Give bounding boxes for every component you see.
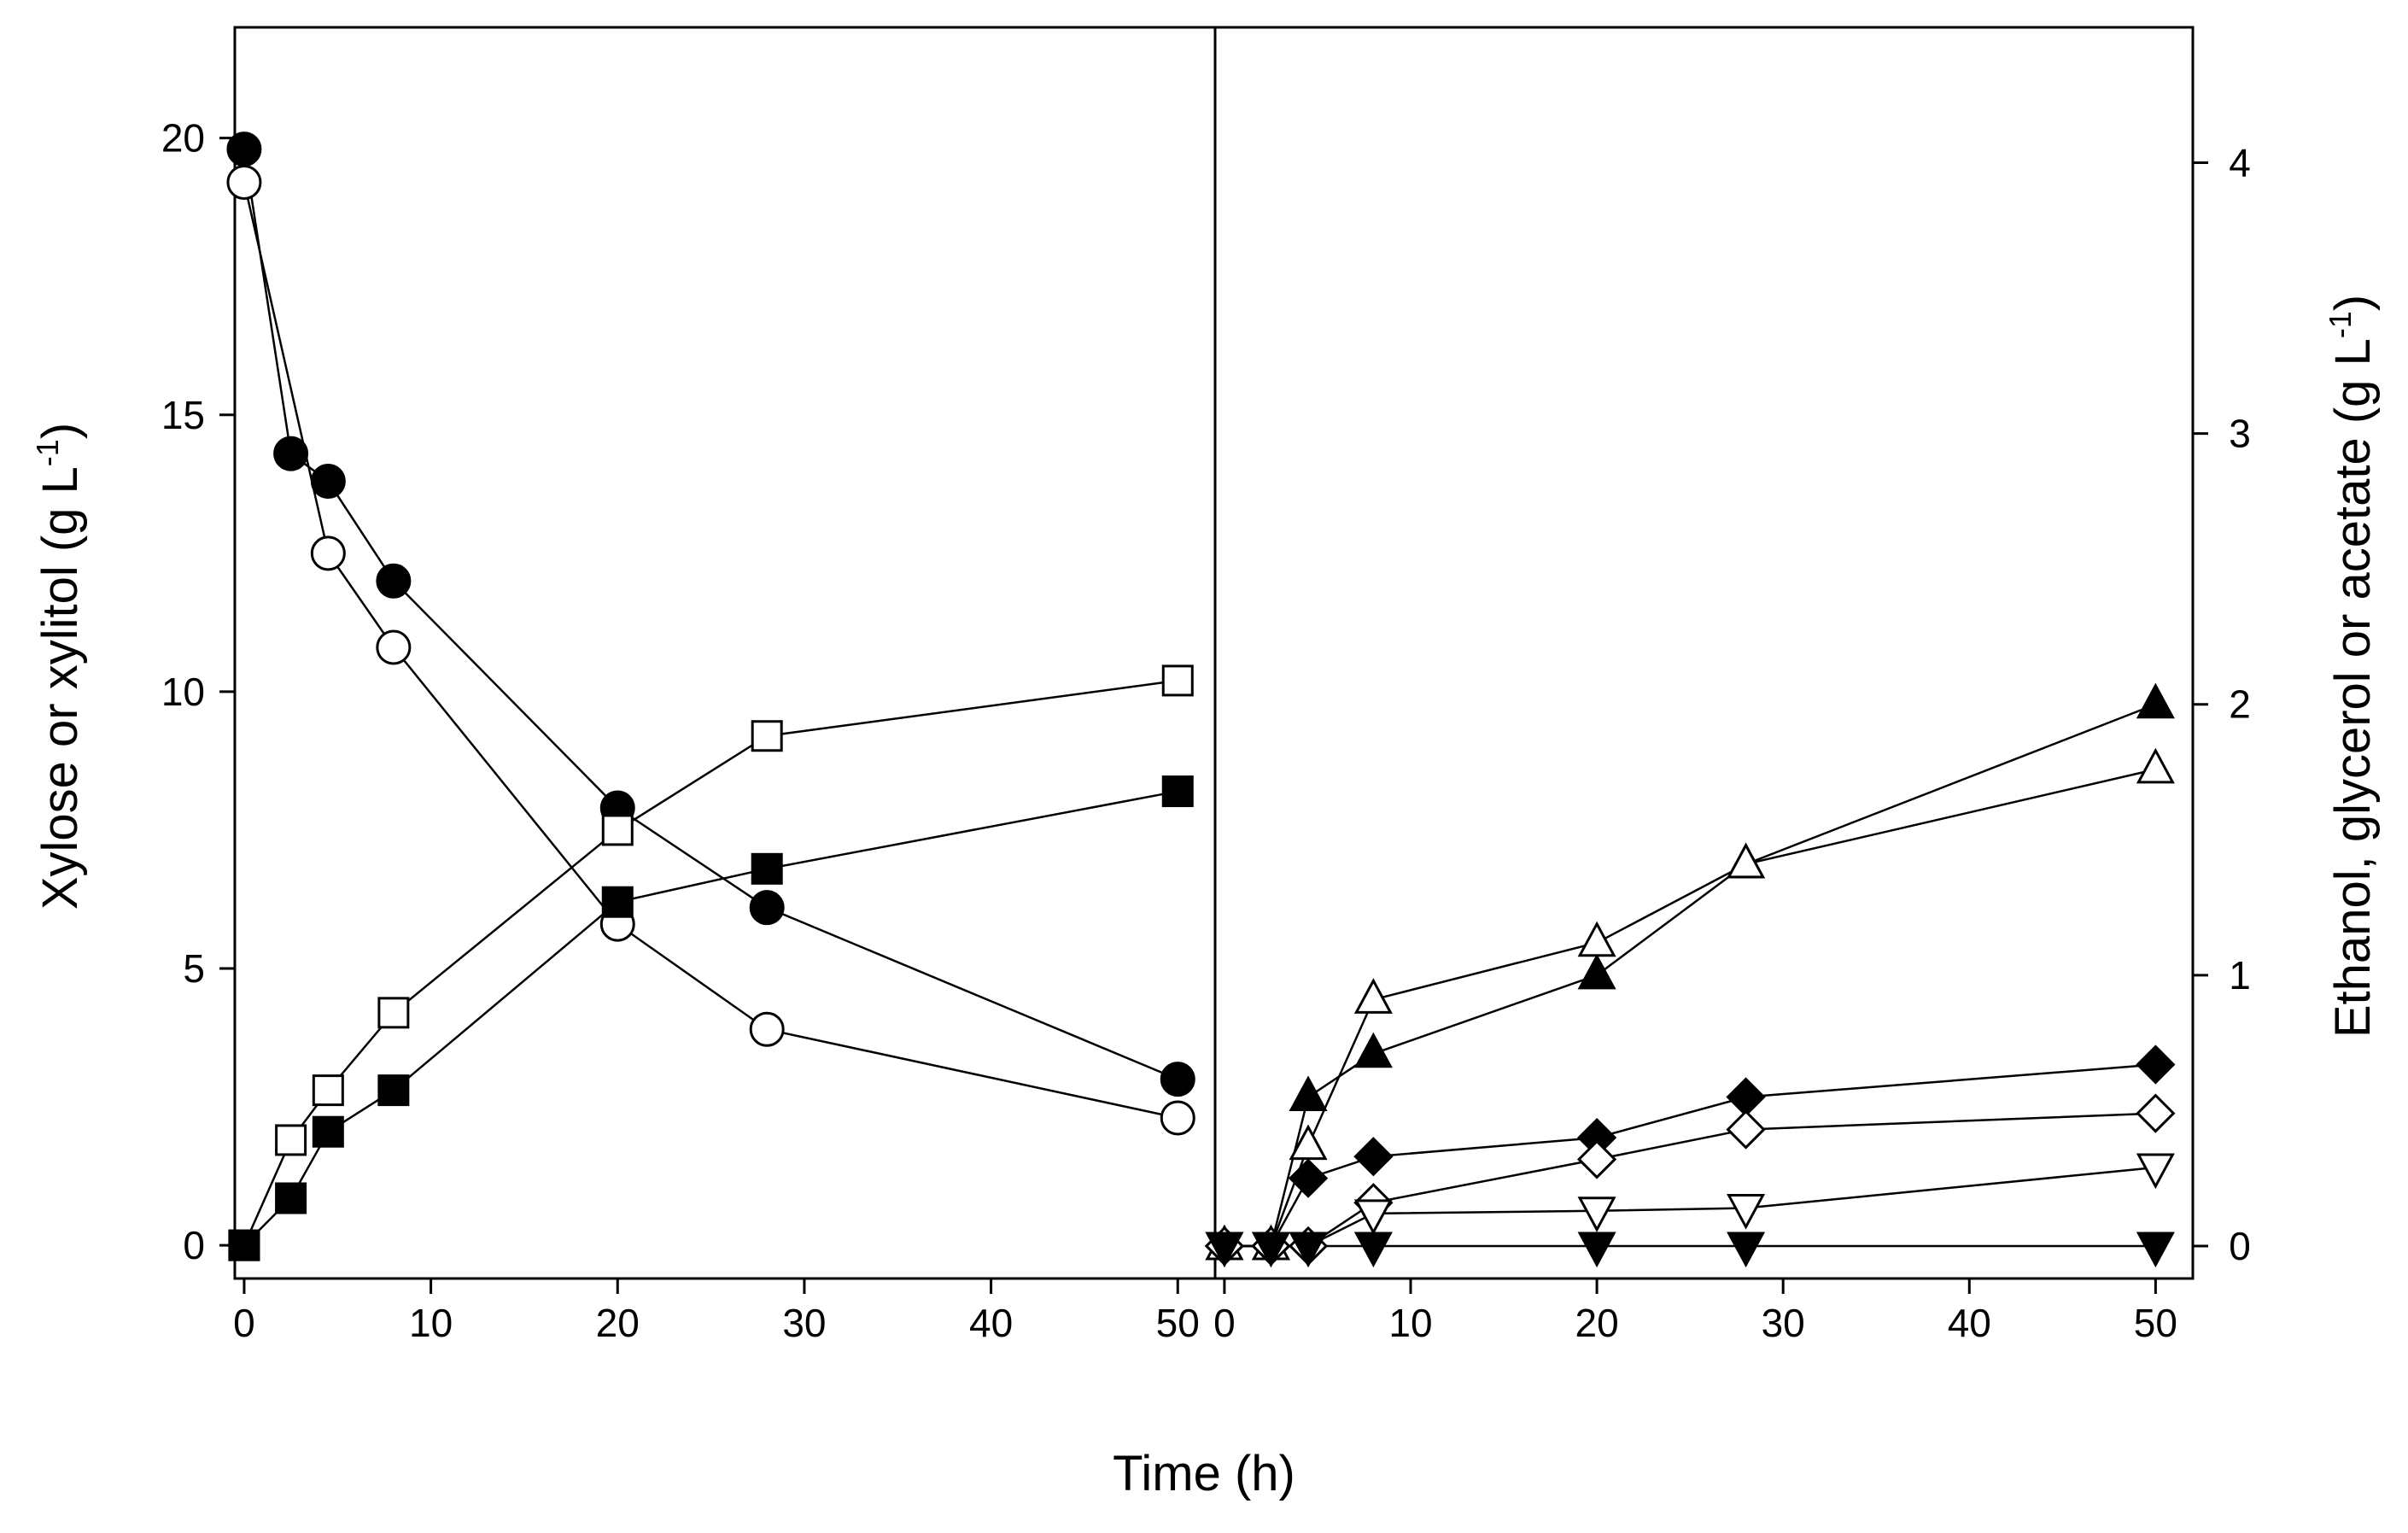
x-tick-label-left: 20 xyxy=(596,1301,640,1345)
x-tick-label-right: 20 xyxy=(1575,1301,1619,1345)
acetate-filled-triangle-down-point xyxy=(1353,1232,1393,1268)
ethanol-open-triangle-point xyxy=(1353,978,1393,1014)
xylitol-filled-square-point xyxy=(275,1182,307,1214)
y-tick-label-right: 3 xyxy=(2229,412,2251,456)
xylose-filled-circle-point xyxy=(226,132,262,167)
x-tick-label-right: 0 xyxy=(1213,1301,1236,1345)
y-tick-label-right: 0 xyxy=(2229,1224,2251,1268)
y-tick-label-right: 4 xyxy=(2229,141,2251,185)
ethanol-filled-triangle-point xyxy=(1353,1032,1393,1068)
xylose-open-circle-point xyxy=(376,629,412,665)
acetate-filled-triangle-down-point xyxy=(1727,1232,1766,1268)
ethanol-filled-triangle-point xyxy=(2136,682,2175,719)
xylose-filled-circle-point xyxy=(310,464,346,500)
glycerol-filled-diamond-point xyxy=(1353,1137,1394,1177)
glycerol-open-diamond-point xyxy=(2136,1093,2176,1133)
xylitol-filled-square-point xyxy=(312,1115,344,1148)
x-tick-label-left: 0 xyxy=(233,1301,255,1345)
xylose-open-circle-point xyxy=(310,535,346,571)
xylitol-filled-square-point xyxy=(228,1229,260,1261)
xylitol-open-square-line xyxy=(243,679,1178,1246)
x-tick-label-right: 50 xyxy=(2134,1301,2177,1345)
y-tick-label-left: 10 xyxy=(161,670,205,714)
xylitol-filled-square-point xyxy=(377,1074,410,1107)
xylitol-filled-square-point xyxy=(751,852,783,885)
xylitol-open-square-point xyxy=(1161,664,1194,697)
acetate-open-triangle-down-point xyxy=(1727,1194,1766,1230)
xylose-filled-circle-point xyxy=(749,890,785,926)
y-tick-label-right: 1 xyxy=(2229,953,2251,998)
y-tick-label-left: 15 xyxy=(161,393,205,437)
x-tick-label-left: 40 xyxy=(969,1301,1013,1345)
left-y-axis-label: Xylose or xylitol (g L-1) xyxy=(30,423,88,910)
acetate-open-triangle-down-point xyxy=(1353,1199,1393,1236)
x-tick-label-right: 10 xyxy=(1388,1301,1432,1345)
y-tick-label-left: 20 xyxy=(161,116,205,161)
xylitol-open-square-point xyxy=(275,1124,307,1156)
plot-frames xyxy=(233,26,2195,1280)
xylose-filled-circle-point xyxy=(1160,1062,1195,1097)
glycerol-open-diamond-point xyxy=(1726,1109,1766,1150)
xylose-open-circle-point xyxy=(749,1011,785,1047)
plot-frame-right xyxy=(1213,26,2195,1280)
glycerol-open-diamond-point xyxy=(1576,1139,1617,1179)
x-tick-label-left: 50 xyxy=(1156,1301,1200,1345)
glycerol-filled-diamond-point xyxy=(2136,1044,2176,1085)
xylose-filled-circle-point xyxy=(273,436,309,471)
xylitol-open-square-point xyxy=(751,720,783,752)
ethanol-filled-triangle-point xyxy=(1577,953,1616,990)
xylitol-open-square-point xyxy=(377,997,410,1029)
x-tick-label-right: 30 xyxy=(1762,1301,1805,1345)
xylitol-filled-square-point xyxy=(1161,775,1194,808)
x-tick-label-left: 30 xyxy=(782,1301,826,1345)
ethanol-filled-triangle-point xyxy=(1289,1075,1328,1112)
y-tick-label-left: 5 xyxy=(183,946,205,991)
right-y-axis-label: Ethanol, glycerol or acetate (g L-1) xyxy=(2323,295,2381,1038)
xylitol-open-square-point xyxy=(601,814,634,846)
acetate-filled-triangle-down-point xyxy=(1577,1232,1616,1268)
series-lines xyxy=(243,149,2156,1248)
y-tick-label-left: 0 xyxy=(183,1223,205,1267)
axis-ticks: 0 10 20 30 40 50 0 5 10 15 20 0 10 20 30 40 50 0 1 2 3 4 xyxy=(161,116,2251,1345)
acetate-filled-triangle-down-point xyxy=(2136,1232,2175,1268)
glycerol-filled-diamond-point xyxy=(1288,1158,1329,1198)
xylose-open-circle-point xyxy=(1160,1100,1195,1136)
xylitol-filled-square-point xyxy=(601,886,634,918)
xylose-filled-circle-line xyxy=(243,149,1178,1080)
acetate-filled-triangle-down-point xyxy=(1251,1232,1290,1268)
acetate-filled-triangle-down-point xyxy=(1205,1232,1244,1268)
ethanol-open-triangle-point xyxy=(1727,842,1766,879)
xylitol-open-square-point xyxy=(312,1074,344,1107)
glycerol-filled-diamond-point xyxy=(1726,1077,1766,1117)
acetate-open-triangle-down-point xyxy=(2136,1153,2175,1190)
x-tick-label-right: 40 xyxy=(1948,1301,1991,1345)
x-tick-label-left: 10 xyxy=(409,1301,453,1345)
glycerol-open-diamond-line xyxy=(1224,1112,2156,1248)
ethanol-open-triangle-point xyxy=(1577,921,1616,957)
acetate-open-triangle-down-point xyxy=(1577,1197,1616,1232)
xylose-filled-circle-point xyxy=(376,563,412,599)
xylose-open-circle-point xyxy=(226,165,262,201)
x-axis-label: Time (h) xyxy=(1113,1446,1295,1501)
series-markers xyxy=(226,132,2176,1268)
y-tick-label-right: 2 xyxy=(2229,682,2251,727)
acetate-filled-triangle-down-point xyxy=(1289,1232,1328,1268)
ethanol-open-triangle-point xyxy=(2136,747,2175,784)
